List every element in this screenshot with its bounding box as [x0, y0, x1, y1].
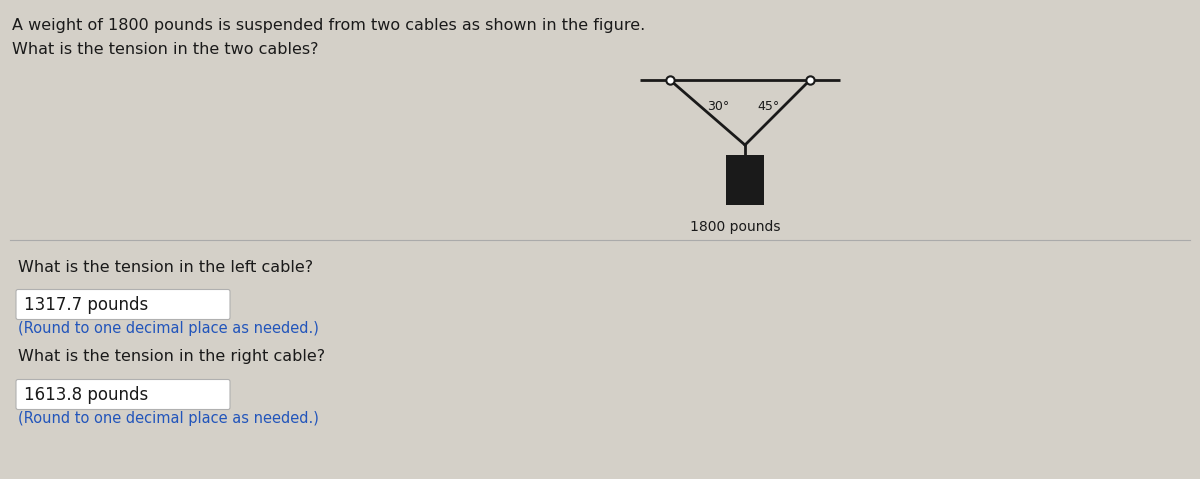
- Text: What is the tension in the right cable?: What is the tension in the right cable?: [18, 350, 325, 365]
- Text: 1613.8 pounds: 1613.8 pounds: [24, 387, 149, 404]
- Text: A weight of 1800 pounds is suspended from two cables as shown in the figure.: A weight of 1800 pounds is suspended fro…: [12, 18, 646, 33]
- Text: 1800 pounds: 1800 pounds: [690, 220, 780, 234]
- Text: 45°: 45°: [757, 100, 779, 113]
- Bar: [726, 155, 764, 205]
- Text: 1317.7 pounds: 1317.7 pounds: [24, 297, 149, 315]
- FancyBboxPatch shape: [16, 379, 230, 410]
- FancyBboxPatch shape: [16, 289, 230, 319]
- Text: What is the tension in the two cables?: What is the tension in the two cables?: [12, 42, 318, 57]
- Text: What is the tension in the left cable?: What is the tension in the left cable?: [18, 260, 313, 274]
- Text: (Round to one decimal place as needed.): (Round to one decimal place as needed.): [18, 321, 319, 337]
- Text: (Round to one decimal place as needed.): (Round to one decimal place as needed.): [18, 411, 319, 426]
- Text: 30°: 30°: [707, 100, 730, 113]
